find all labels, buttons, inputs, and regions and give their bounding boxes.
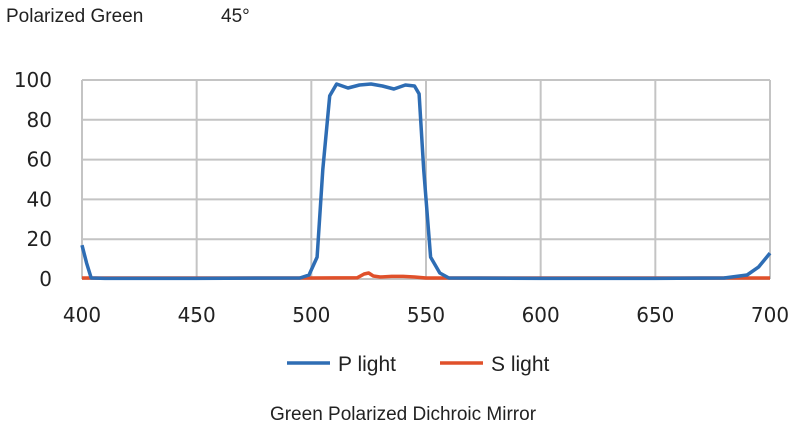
x-tick-label: 550 xyxy=(407,303,445,327)
series-line-p-light xyxy=(80,82,772,281)
x-tick-label: 500 xyxy=(292,303,330,327)
chart-header-title: Polarized Green xyxy=(6,6,144,27)
x-tick-label: 700 xyxy=(751,303,789,327)
x-tick-label: 400 xyxy=(63,303,101,327)
legend-label-p-light: P light xyxy=(338,353,396,376)
y-tick-label: 100 xyxy=(14,68,52,92)
chart-caption: Green Polarized Dichroic Mirror xyxy=(269,404,537,425)
y-tick-label: 20 xyxy=(27,227,52,251)
y-tick-label: 80 xyxy=(27,108,52,132)
y-tick-label: 40 xyxy=(27,187,52,211)
y-tick-label: 0 xyxy=(39,267,52,291)
x-tick-label: 450 xyxy=(178,303,216,327)
transmission-chart: 0 20 40 60 80 100 400 450 500 550 600 650 700 P ligh… xyxy=(14,68,789,376)
x-tick-label: 650 xyxy=(636,303,674,327)
chart-header-angle: 45° xyxy=(221,6,250,27)
x-tick-label: 600 xyxy=(522,303,560,327)
y-tick-label: 60 xyxy=(27,148,52,172)
legend-label-s-light: S light xyxy=(491,353,550,376)
